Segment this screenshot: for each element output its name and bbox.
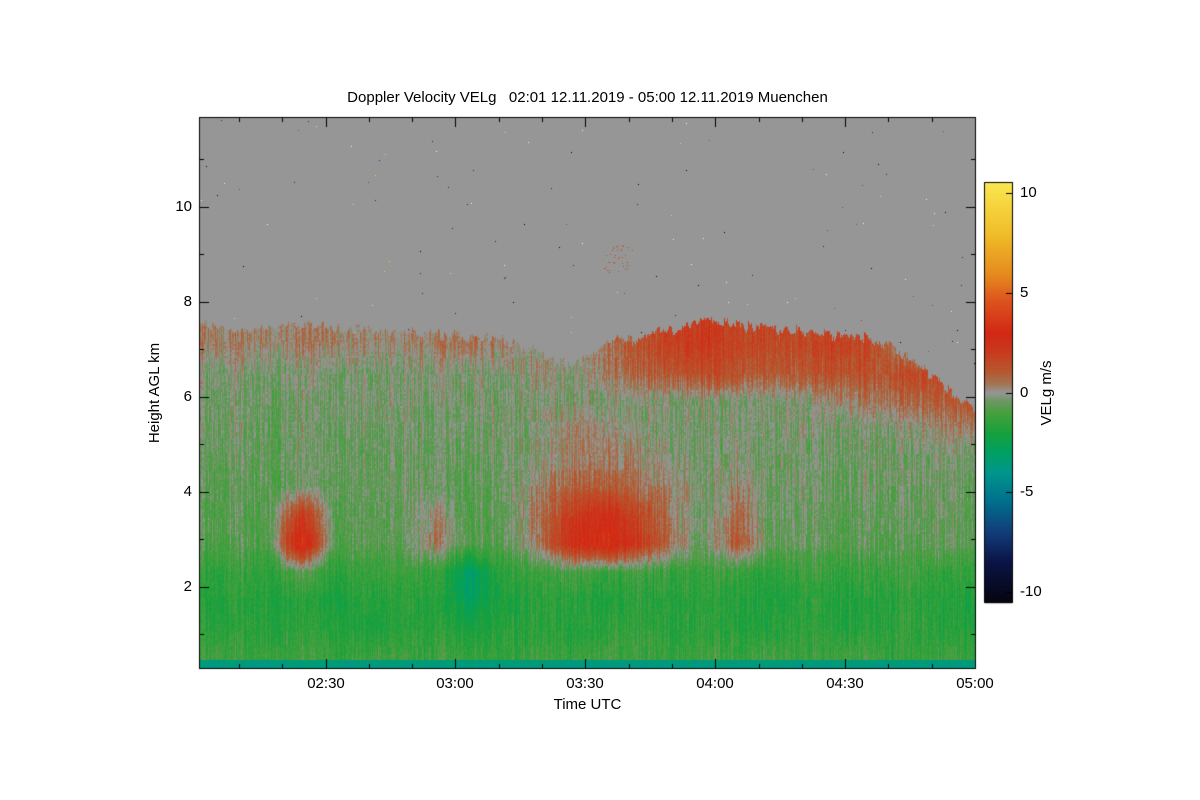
x-axis-title: Time UTC — [553, 696, 622, 713]
x-tick-label: 04:30 — [826, 675, 864, 692]
colorbar-tick-label: -5 — [1020, 483, 1034, 500]
colorbar-tick-label: 10 — [1020, 184, 1037, 201]
x-tick-label: 02:30 — [307, 675, 345, 692]
chart-title: Doppler Velocity VELg 02:01 12.11.2019 -… — [347, 89, 828, 106]
colorbar-tick-label: -10 — [1020, 583, 1042, 600]
colorbar-tick-label: 5 — [1020, 284, 1029, 301]
x-tick-label: 03:00 — [436, 675, 474, 692]
y-tick-label: 8 — [183, 293, 192, 310]
y-tick-label: 2 — [183, 578, 192, 595]
y-tick-label: 10 — [175, 198, 192, 215]
y-tick-label: 6 — [183, 388, 192, 405]
y-tick-label: 4 — [183, 483, 192, 500]
x-tick-label: 04:00 — [696, 675, 734, 692]
x-tick-label: 05:00 — [956, 675, 994, 692]
colorbar-tick-label: 0 — [1020, 384, 1029, 401]
x-tick-label: 03:30 — [566, 675, 604, 692]
